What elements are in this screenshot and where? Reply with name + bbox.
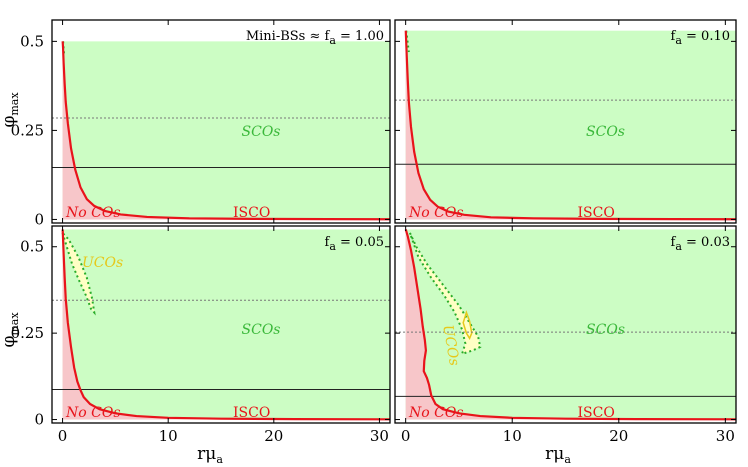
panel-label: Mini-BSs ≈ fa = 1.00 xyxy=(246,29,384,47)
panel-frame xyxy=(394,19,737,224)
y-axis-title-1: φmax xyxy=(0,92,21,128)
panel-2: fa = 0.10 SCOs No COs ISCO xyxy=(394,19,737,224)
panel-frame xyxy=(51,225,391,424)
x-tick-label: 20 xyxy=(264,427,283,445)
plot-area xyxy=(395,229,736,421)
sco-border-line xyxy=(405,30,410,53)
axis-titles: φmax φmax rμa rμa xyxy=(0,92,571,466)
x-tick-label: 0 xyxy=(401,427,411,445)
y-tick-label: 0.5 xyxy=(20,32,44,50)
y-tick-label: 0 xyxy=(34,411,44,429)
plot-area xyxy=(52,41,390,221)
uco-label: UCOs xyxy=(439,324,462,367)
x-axis-title-2: rμa xyxy=(545,444,571,466)
isco-label: ISCO xyxy=(578,205,615,221)
x-tick-label: 10 xyxy=(159,427,178,445)
y-axis-title-2: φmax xyxy=(0,312,21,348)
isco-label: ISCO xyxy=(578,405,615,421)
isco-label: ISCO xyxy=(233,405,270,421)
isco-curve xyxy=(61,229,390,421)
x-tick-label: 30 xyxy=(370,427,389,445)
sco-label: SCOs xyxy=(242,124,281,140)
sco-region xyxy=(62,41,390,220)
uco-inner-contour xyxy=(462,310,473,340)
panel-4: fa = 0.03 SCOs No COs ISCO UCOs 0 10 20 30 xyxy=(394,225,737,445)
sco-region xyxy=(405,229,736,420)
x-tick-label: 20 xyxy=(609,427,628,445)
x-tick-label: 0 xyxy=(58,427,68,445)
sco-label: SCOs xyxy=(242,322,281,338)
panel-frame xyxy=(51,19,391,224)
isco-curve xyxy=(404,229,736,421)
noco-label: No COs xyxy=(408,205,464,221)
x-tick-label: 10 xyxy=(503,427,522,445)
sco-label: SCOs xyxy=(586,322,625,338)
panel-label: fa = 0.03 xyxy=(671,235,730,253)
plot-area xyxy=(395,30,736,221)
y-tick-label: 0 xyxy=(34,210,44,228)
panels-layer: Mini-BSs ≈ fa = 1.00 SCOs No COs ISCO 0 0.25 0… xyxy=(11,19,737,445)
panel-1: Mini-BSs ≈ fa = 1.00 SCOs No COs ISCO 0 0.25 0… xyxy=(11,19,391,228)
y-tick-label: 0.25 xyxy=(11,121,44,139)
panel-label: fa = 0.05 xyxy=(325,235,384,253)
isco-curve xyxy=(404,30,736,221)
sco-region xyxy=(405,30,736,220)
noco-label: No COs xyxy=(408,405,464,421)
sco-region xyxy=(62,229,390,420)
noco-label: No COs xyxy=(65,205,121,221)
uco-label: UCOs xyxy=(82,255,123,271)
uco-region xyxy=(408,232,482,356)
y-axis-label: φmax xyxy=(0,312,21,348)
y-tick-label: 0.5 xyxy=(20,238,44,256)
isco-curve xyxy=(61,41,390,221)
x-axis-title-1: rμa xyxy=(197,444,223,466)
plot-area xyxy=(52,229,390,421)
sco-label: SCOs xyxy=(586,124,625,140)
isco-label: ISCO xyxy=(233,205,270,221)
panel-3: fa = 0.05 SCOs No COs ISCO UCOs 0 0.25 0.5 0 10 20… xyxy=(11,225,391,445)
y-axis-label: φmax xyxy=(0,92,21,128)
panel-label: fa = 0.10 xyxy=(671,29,730,47)
x-tick-label: 30 xyxy=(716,427,735,445)
y-tick-label: 0.25 xyxy=(11,324,44,342)
uco-region xyxy=(61,232,96,316)
panel-frame xyxy=(394,225,737,424)
noco-label: No COs xyxy=(65,405,121,421)
